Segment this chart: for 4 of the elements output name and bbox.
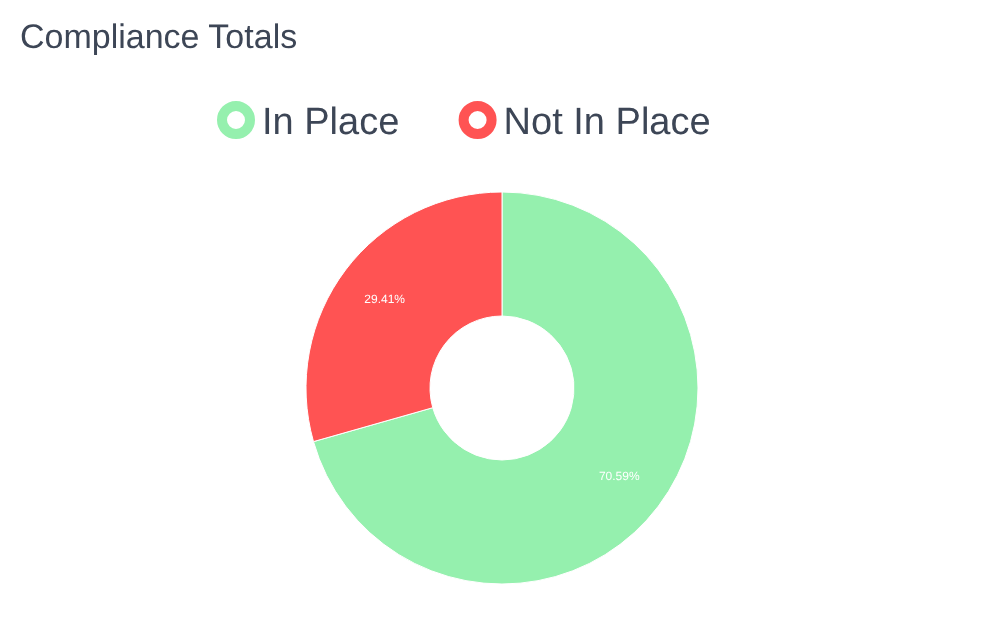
- chart-title: Compliance Totals: [20, 18, 298, 56]
- legend-label: Not In Place: [503, 102, 711, 144]
- donut-slice: [312, 191, 699, 585]
- legend-label: In Place: [262, 102, 400, 144]
